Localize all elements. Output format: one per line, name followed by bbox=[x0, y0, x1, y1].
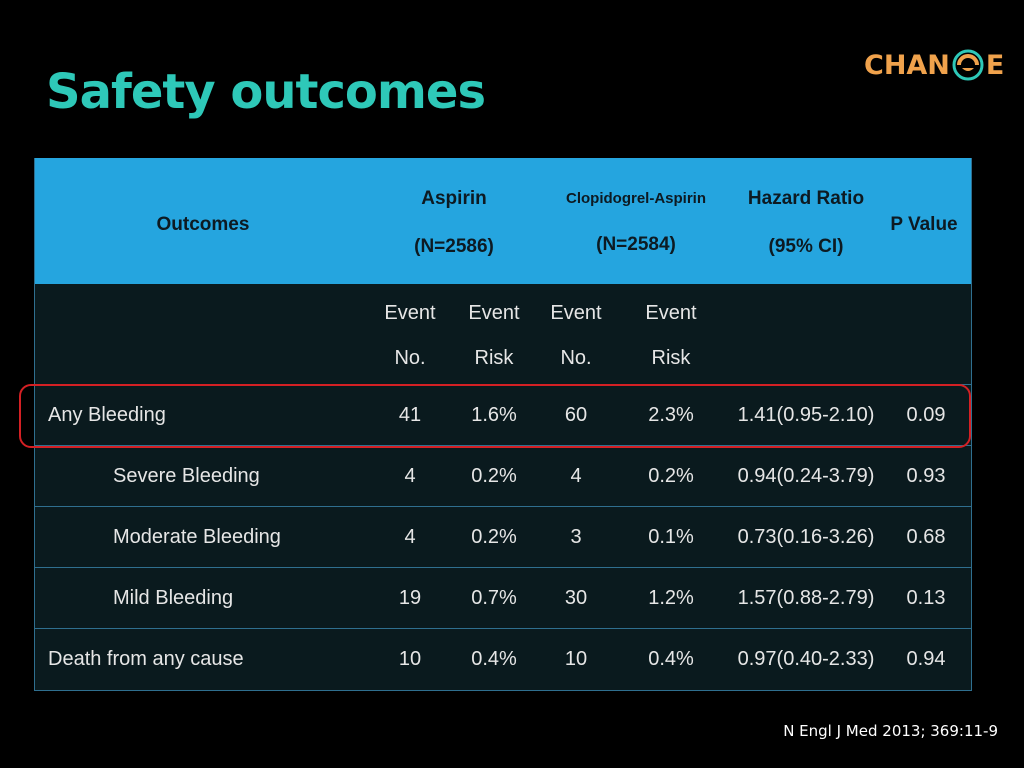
cell-aspirin-risk: 0.2% bbox=[471, 464, 517, 487]
cell-clopidogrel-risk: 1.2% bbox=[648, 586, 694, 609]
subheader-line: No. bbox=[394, 347, 426, 369]
logo-ring-icon bbox=[951, 48, 985, 82]
cell-aspirin-risk: 0.7% bbox=[471, 586, 517, 609]
row-label: Mild Bleeding bbox=[113, 586, 234, 609]
cell-aspirin-no: 4 bbox=[404, 525, 416, 548]
subheader-clopidogrel-risk: Event Risk bbox=[629, 302, 713, 370]
row-label: Death from any cause bbox=[48, 648, 244, 670]
header-aspirin-name: Aspirin bbox=[421, 188, 487, 209]
table-row-moderate-bleeding: Moderate Bleeding 4 0.2% 3 0.1% 0.73(0.1… bbox=[35, 506, 971, 567]
citation: N Engl J Med 2013; 369:11-9 bbox=[783, 722, 998, 740]
safety-table: Outcomes Aspirin (N=2586) Clopidogrel-As… bbox=[34, 158, 972, 691]
subheader-line: Event bbox=[645, 302, 697, 324]
header-hazard-name: Hazard Ratio bbox=[747, 188, 865, 209]
subheader-line: Event bbox=[384, 302, 436, 324]
header-hazard-ratio: Hazard Ratio (95% CI) bbox=[735, 188, 877, 258]
header-clopidogrel-n: (N=2584) bbox=[596, 234, 676, 255]
cell-aspirin-risk: 1.6% bbox=[471, 403, 517, 426]
cell-hazard-ratio: 1.57(0.88-2.79) bbox=[737, 586, 875, 609]
cell-clopidogrel-no: 3 bbox=[570, 525, 582, 548]
cell-clopidogrel-risk: 0.4% bbox=[648, 648, 694, 670]
cell-p-value: 0.13 bbox=[906, 586, 946, 609]
row-label: Severe Bleeding bbox=[113, 464, 260, 487]
cell-p-value: 0.09 bbox=[906, 403, 946, 426]
subheader-line: Risk bbox=[474, 347, 514, 369]
cell-clopidogrel-risk: 0.2% bbox=[648, 464, 694, 487]
subheader-line: Risk bbox=[651, 347, 691, 369]
cell-hazard-ratio: 1.41(0.95-2.10) bbox=[737, 403, 875, 426]
cell-hazard-ratio: 0.94(0.24-3.79) bbox=[737, 464, 875, 487]
table-row-death-any-cause: Death from any cause 10 0.4% 10 0.4% 0.9… bbox=[35, 628, 971, 690]
cell-clopidogrel-no: 10 bbox=[564, 648, 588, 670]
subheader-aspirin-risk: Event Risk bbox=[453, 302, 535, 370]
subheader-clopidogrel-no: Event No. bbox=[537, 302, 615, 370]
header-clopidogrel: Clopidogrel-Aspirin (N=2584) bbox=[537, 190, 735, 256]
chance-logo: CHAN E bbox=[864, 38, 1008, 92]
header-aspirin: Aspirin (N=2586) bbox=[371, 188, 537, 258]
cell-hazard-ratio: 0.73(0.16-3.26) bbox=[737, 525, 875, 548]
cell-aspirin-no: 4 bbox=[404, 464, 416, 487]
cell-p-value: 0.68 bbox=[906, 525, 946, 548]
table-header: Outcomes Aspirin (N=2586) Clopidogrel-As… bbox=[35, 158, 971, 284]
subheader-aspirin-no: Event No. bbox=[371, 302, 449, 370]
page-title: Safety outcomes bbox=[46, 64, 486, 120]
header-outcomes: Outcomes bbox=[156, 214, 250, 235]
table-row-severe-bleeding: Severe Bleeding 4 0.2% 4 0.2% 0.94(0.24-… bbox=[35, 445, 971, 506]
cell-aspirin-risk: 0.2% bbox=[471, 525, 517, 548]
table-row-mild-bleeding: Mild Bleeding 19 0.7% 30 1.2% 1.57(0.88-… bbox=[35, 567, 971, 628]
subheader-line: Event bbox=[468, 302, 520, 324]
cell-aspirin-no: 41 bbox=[398, 403, 422, 426]
subheader-line: No. bbox=[560, 347, 592, 369]
header-hazard-ci: (95% CI) bbox=[768, 236, 844, 257]
cell-p-value: 0.94 bbox=[906, 648, 946, 670]
header-p-value: P Value bbox=[890, 214, 958, 235]
cell-clopidogrel-no: 4 bbox=[570, 464, 582, 487]
cell-clopidogrel-no: 30 bbox=[564, 586, 588, 609]
table-row-any-bleeding: Any Bleeding 41 1.6% 60 2.3% 1.41(0.95-2… bbox=[35, 384, 971, 445]
cell-clopidogrel-no: 60 bbox=[564, 403, 588, 426]
subheader-line: Event bbox=[550, 302, 602, 324]
cell-p-value: 0.93 bbox=[906, 464, 946, 487]
logo-text-right: E bbox=[985, 49, 1005, 81]
logo-text-left: CHAN bbox=[864, 49, 950, 81]
row-label: Moderate Bleeding bbox=[113, 525, 281, 548]
header-aspirin-n: (N=2586) bbox=[414, 236, 494, 257]
cell-aspirin-risk: 0.4% bbox=[471, 648, 517, 670]
cell-clopidogrel-risk: 2.3% bbox=[648, 403, 694, 426]
cell-aspirin-no: 19 bbox=[398, 586, 422, 609]
cell-hazard-ratio: 0.97(0.40-2.33) bbox=[737, 648, 875, 670]
cell-aspirin-no: 10 bbox=[398, 648, 422, 670]
row-label: Any Bleeding bbox=[48, 403, 166, 426]
table-body: Event No. Event Risk Event No. Event Ris… bbox=[35, 284, 971, 690]
header-clopidogrel-name: Clopidogrel-Aspirin bbox=[566, 190, 706, 207]
cell-clopidogrel-risk: 0.1% bbox=[648, 525, 694, 548]
